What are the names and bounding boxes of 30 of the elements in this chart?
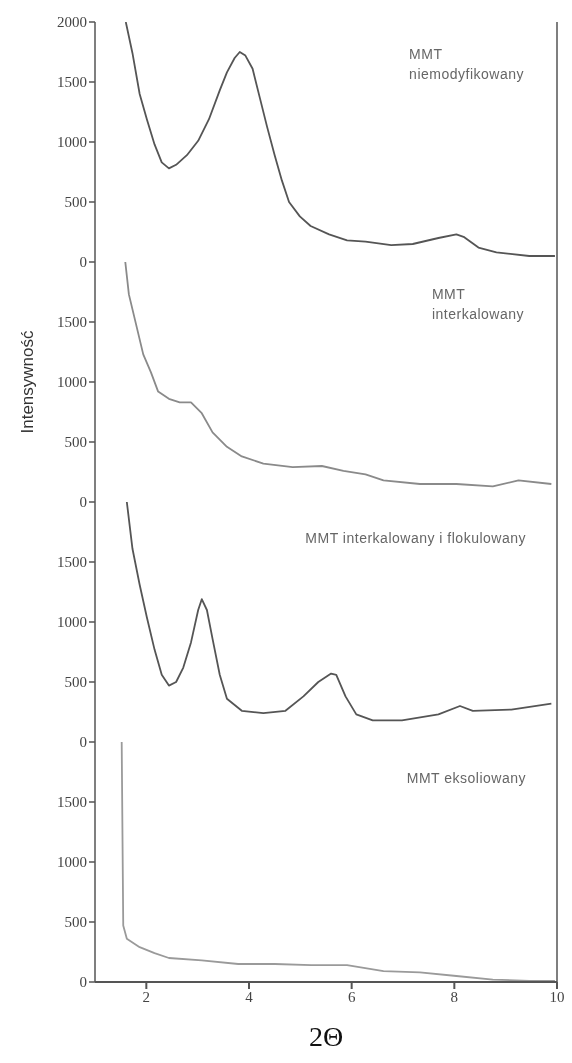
y-tick-label: 1500 bbox=[57, 554, 87, 571]
y-tick-label: 2000 bbox=[57, 14, 87, 31]
y-tick-label: 0 bbox=[79, 974, 87, 991]
annotation: MMT eksoliowany bbox=[406, 769, 526, 788]
x-tick-label: 10 bbox=[549, 988, 565, 1005]
x-axis-title: 2Θ bbox=[308, 1021, 344, 1052]
y-tick-label: 1000 bbox=[57, 614, 87, 631]
y-tick-label: 0 bbox=[79, 494, 87, 511]
x-tick-label: 2 bbox=[142, 988, 151, 1005]
y-axis-title: Intensywność bbox=[18, 330, 38, 434]
line-series bbox=[124, 262, 553, 488]
y-tick-label: 500 bbox=[64, 914, 87, 931]
y-tick-label: 0 bbox=[79, 254, 87, 271]
annotation: MMT niemodyfikowany bbox=[409, 45, 524, 84]
y-tick-label: 1000 bbox=[57, 374, 87, 391]
y-tick-label: 0 bbox=[79, 734, 87, 751]
x-tick-label: 8 bbox=[450, 988, 459, 1005]
line-series bbox=[125, 502, 553, 722]
annotation: MMT interkalowany i flokulowany bbox=[305, 529, 526, 548]
y-tick-label: 500 bbox=[64, 674, 87, 691]
y-tick-label: 1000 bbox=[57, 854, 87, 871]
y-tick-label: 1000 bbox=[57, 134, 87, 151]
x-tick-label: 6 bbox=[347, 988, 356, 1005]
y-tick-label: 500 bbox=[64, 434, 87, 451]
y-tick-label: 1500 bbox=[57, 74, 87, 91]
y-tick-label: 1500 bbox=[57, 314, 87, 331]
y-tick-label: 500 bbox=[64, 194, 87, 211]
annotation: MMT interkalowany bbox=[431, 285, 524, 324]
y-tick-label: 1500 bbox=[57, 794, 87, 811]
x-tick-label: 4 bbox=[245, 988, 254, 1005]
